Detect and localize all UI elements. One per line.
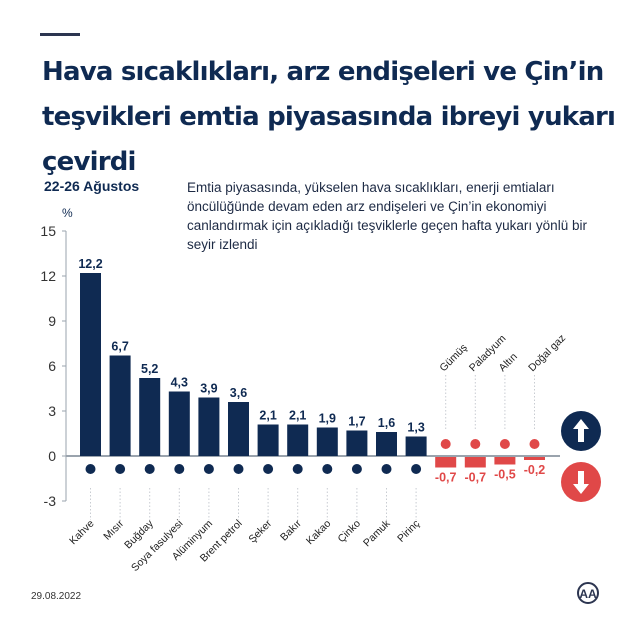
bar-Altın xyxy=(494,457,516,465)
bar-Paladyum xyxy=(464,457,486,468)
data-label: -0,2 xyxy=(524,463,546,477)
data-label: 3,6 xyxy=(230,386,247,400)
category-label: Şeker xyxy=(246,517,274,545)
commodity-icon xyxy=(115,464,126,474)
period-label: 22-26 Ağustos xyxy=(44,178,140,194)
aa-logo: AA xyxy=(577,582,599,604)
data-label: 1,9 xyxy=(319,412,336,426)
page-title: Hava sıcaklıkları, arz endişeleri ve Çin… xyxy=(42,57,616,177)
y-tick-label: 12 xyxy=(40,268,56,284)
bar-Kakao xyxy=(316,427,338,456)
bar-Çinko xyxy=(346,430,368,456)
y-tick-label: 3 xyxy=(48,403,56,419)
data-label: 5,2 xyxy=(141,362,158,376)
category-label: Altın xyxy=(497,351,520,374)
arrow-up-circle-icon xyxy=(561,411,601,451)
bar-Pirinç xyxy=(405,436,427,456)
data-label: -0,5 xyxy=(494,468,516,482)
data-label: 1,7 xyxy=(348,415,365,429)
bar-Buğday xyxy=(139,378,161,456)
bar-Kahve xyxy=(80,273,101,456)
data-label: 4,3 xyxy=(171,376,188,390)
commodity-icon xyxy=(322,464,333,474)
y-tick-label: -3 xyxy=(44,493,57,509)
y-axis-label: % xyxy=(62,206,73,220)
commodity-icon xyxy=(440,439,451,449)
bar-Brent petrol xyxy=(228,402,249,456)
commodity-icon xyxy=(351,464,362,474)
y-tick-label: 6 xyxy=(48,358,56,374)
data-label: -0,7 xyxy=(435,471,457,485)
data-label: 1,3 xyxy=(407,421,424,435)
commodity-icon xyxy=(85,464,96,474)
commodity-icon xyxy=(381,464,392,474)
y-tick-label: 9 xyxy=(48,313,56,329)
commodity-icon xyxy=(203,464,214,474)
title-accent-line xyxy=(40,33,80,36)
commodity-icon xyxy=(292,464,303,474)
category-label: Mısır xyxy=(101,517,126,542)
description: Emtia piyasasında, yükselen hava sıcaklı… xyxy=(187,180,587,252)
category-label: Pamuk xyxy=(361,517,393,549)
commodity-icon xyxy=(411,464,422,474)
data-label: 1,6 xyxy=(378,416,395,430)
bar-Bakır xyxy=(287,424,309,456)
commodity-icon xyxy=(499,439,510,449)
commodity-icon xyxy=(174,464,185,474)
bar-Pamuk xyxy=(376,432,397,456)
category-label: Kakao xyxy=(304,518,334,548)
category-label: Kahve xyxy=(67,518,97,548)
data-label: 2,1 xyxy=(289,409,306,423)
bar-Gümüş xyxy=(435,457,457,468)
commodity-icon xyxy=(470,439,481,449)
bar-Soya fasulyesi xyxy=(168,391,190,456)
logo-text: AA xyxy=(579,587,597,601)
date-label: 29.08.2022 xyxy=(31,591,82,602)
y-tick-label: 0 xyxy=(48,448,56,464)
bar-Mısır xyxy=(109,355,131,456)
data-label: 6,7 xyxy=(111,340,128,354)
y-tick-label: 15 xyxy=(40,223,56,239)
category-label: Pirinç xyxy=(395,518,422,545)
bar-Alüminyum xyxy=(198,397,220,456)
data-label: 3,9 xyxy=(200,382,217,396)
category-label: Çinko xyxy=(336,518,364,546)
commodity-icon xyxy=(263,464,274,474)
category-label: Doğal gaz xyxy=(526,332,568,374)
bar-Şeker xyxy=(257,424,279,456)
arrow xyxy=(573,471,589,494)
category-label: Bakır xyxy=(278,517,304,543)
arrow xyxy=(573,419,589,442)
arrow-down-circle-icon xyxy=(561,462,601,502)
commodity-icon xyxy=(233,464,244,474)
commodity-icon xyxy=(144,464,155,474)
data-label: 12,2 xyxy=(78,257,102,271)
bar-Doğal gaz xyxy=(524,457,545,460)
commodity-icon xyxy=(529,439,540,449)
logo-ring xyxy=(577,582,599,604)
data-label: 2,1 xyxy=(259,409,276,423)
data-label: -0,7 xyxy=(465,471,487,485)
category-label: Gümüş xyxy=(437,342,469,374)
